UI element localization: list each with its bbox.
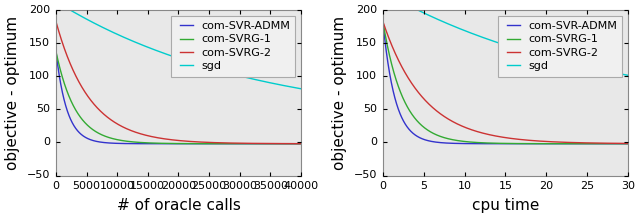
Legend: com-SVR-ADMM, com-SVRG-1, com-SVRG-2, sgd: com-SVR-ADMM, com-SVRG-1, com-SVRG-2, sg… — [171, 15, 296, 77]
com-SVRG-1 — [146, 142, 154, 144]
sgd — [80, 16, 88, 19]
Line: com-SVRG-1: com-SVRG-1 — [56, 51, 301, 144]
com-SVR-ADMM — [407, 130, 415, 133]
com-SVRG-1 — [52, 50, 60, 52]
com-SVRG-2 — [422, 99, 429, 102]
Y-axis label: objective - optimum: objective - optimum — [5, 16, 20, 170]
com-SVRG-1 — [95, 132, 102, 135]
Legend: com-SVR-ADMM, com-SVRG-1, com-SVRG-2, sgd: com-SVR-ADMM, com-SVRG-1, com-SVRG-2, sg… — [498, 15, 623, 77]
com-SVRG-1 — [484, 142, 492, 144]
sgd — [157, 51, 164, 53]
com-SVRG-1 — [297, 142, 305, 145]
com-SVRG-1 — [422, 127, 429, 130]
sgd — [297, 87, 305, 90]
Line: com-SVRG-1: com-SVRG-1 — [383, 21, 628, 144]
Line: com-SVR-ADMM: com-SVR-ADMM — [56, 51, 301, 144]
Line: sgd: sgd — [383, 0, 628, 75]
com-SVRG-1 — [593, 142, 600, 145]
com-SVRG-2 — [146, 135, 154, 138]
com-SVR-ADMM — [422, 139, 429, 141]
Line: com-SVR-ADMM: com-SVR-ADMM — [383, 21, 628, 144]
com-SVRG-1 — [292, 142, 300, 145]
com-SVR-ADMM — [620, 142, 627, 145]
com-SVRG-2 — [80, 89, 88, 92]
com-SVRG-1 — [620, 142, 627, 145]
com-SVR-ADMM — [80, 135, 88, 138]
com-SVRG-2 — [297, 142, 305, 145]
com-SVR-ADMM — [297, 142, 305, 145]
com-SVRG-2 — [379, 20, 387, 22]
com-SVRG-2 — [593, 142, 600, 144]
com-SVRG-2 — [292, 142, 300, 145]
com-SVR-ADMM — [624, 142, 632, 145]
sgd — [266, 81, 274, 84]
sgd — [292, 87, 300, 89]
sgd — [484, 38, 492, 40]
com-SVRG-1 — [266, 142, 274, 145]
X-axis label: # of oracle calls: # of oracle calls — [116, 198, 241, 213]
com-SVR-ADMM — [52, 50, 60, 52]
sgd — [407, 5, 415, 8]
sgd — [95, 24, 102, 27]
sgd — [473, 34, 481, 37]
com-SVRG-1 — [473, 141, 481, 144]
com-SVR-ADMM — [292, 142, 300, 145]
sgd — [624, 74, 632, 77]
com-SVRG-1 — [407, 111, 415, 114]
com-SVRG-2 — [484, 133, 492, 136]
sgd — [146, 47, 154, 49]
Line: com-SVRG-2: com-SVRG-2 — [383, 21, 628, 143]
com-SVRG-2 — [620, 142, 627, 145]
com-SVRG-2 — [157, 137, 164, 140]
com-SVRG-2 — [266, 142, 274, 145]
com-SVRG-2 — [95, 108, 102, 110]
com-SVRG-1 — [157, 142, 164, 145]
com-SVR-ADMM — [593, 142, 600, 145]
sgd — [620, 73, 627, 76]
Line: com-SVRG-2: com-SVRG-2 — [56, 21, 301, 144]
Line: sgd: sgd — [56, 1, 301, 89]
com-SVRG-1 — [624, 142, 632, 145]
sgd — [422, 12, 429, 15]
com-SVRG-1 — [379, 20, 387, 22]
com-SVR-ADMM — [95, 140, 102, 143]
sgd — [52, 0, 60, 3]
com-SVRG-2 — [473, 130, 481, 133]
com-SVR-ADMM — [157, 142, 164, 145]
Y-axis label: objective - optimum: objective - optimum — [332, 16, 347, 170]
com-SVR-ADMM — [266, 142, 274, 145]
com-SVR-ADMM — [484, 142, 492, 145]
com-SVR-ADMM — [146, 142, 154, 145]
com-SVR-ADMM — [379, 20, 387, 22]
sgd — [593, 68, 600, 70]
com-SVRG-2 — [624, 142, 632, 145]
com-SVR-ADMM — [473, 142, 481, 145]
com-SVRG-2 — [52, 20, 60, 22]
com-SVRG-2 — [407, 81, 415, 83]
com-SVRG-1 — [80, 120, 88, 123]
X-axis label: cpu time: cpu time — [472, 198, 539, 213]
